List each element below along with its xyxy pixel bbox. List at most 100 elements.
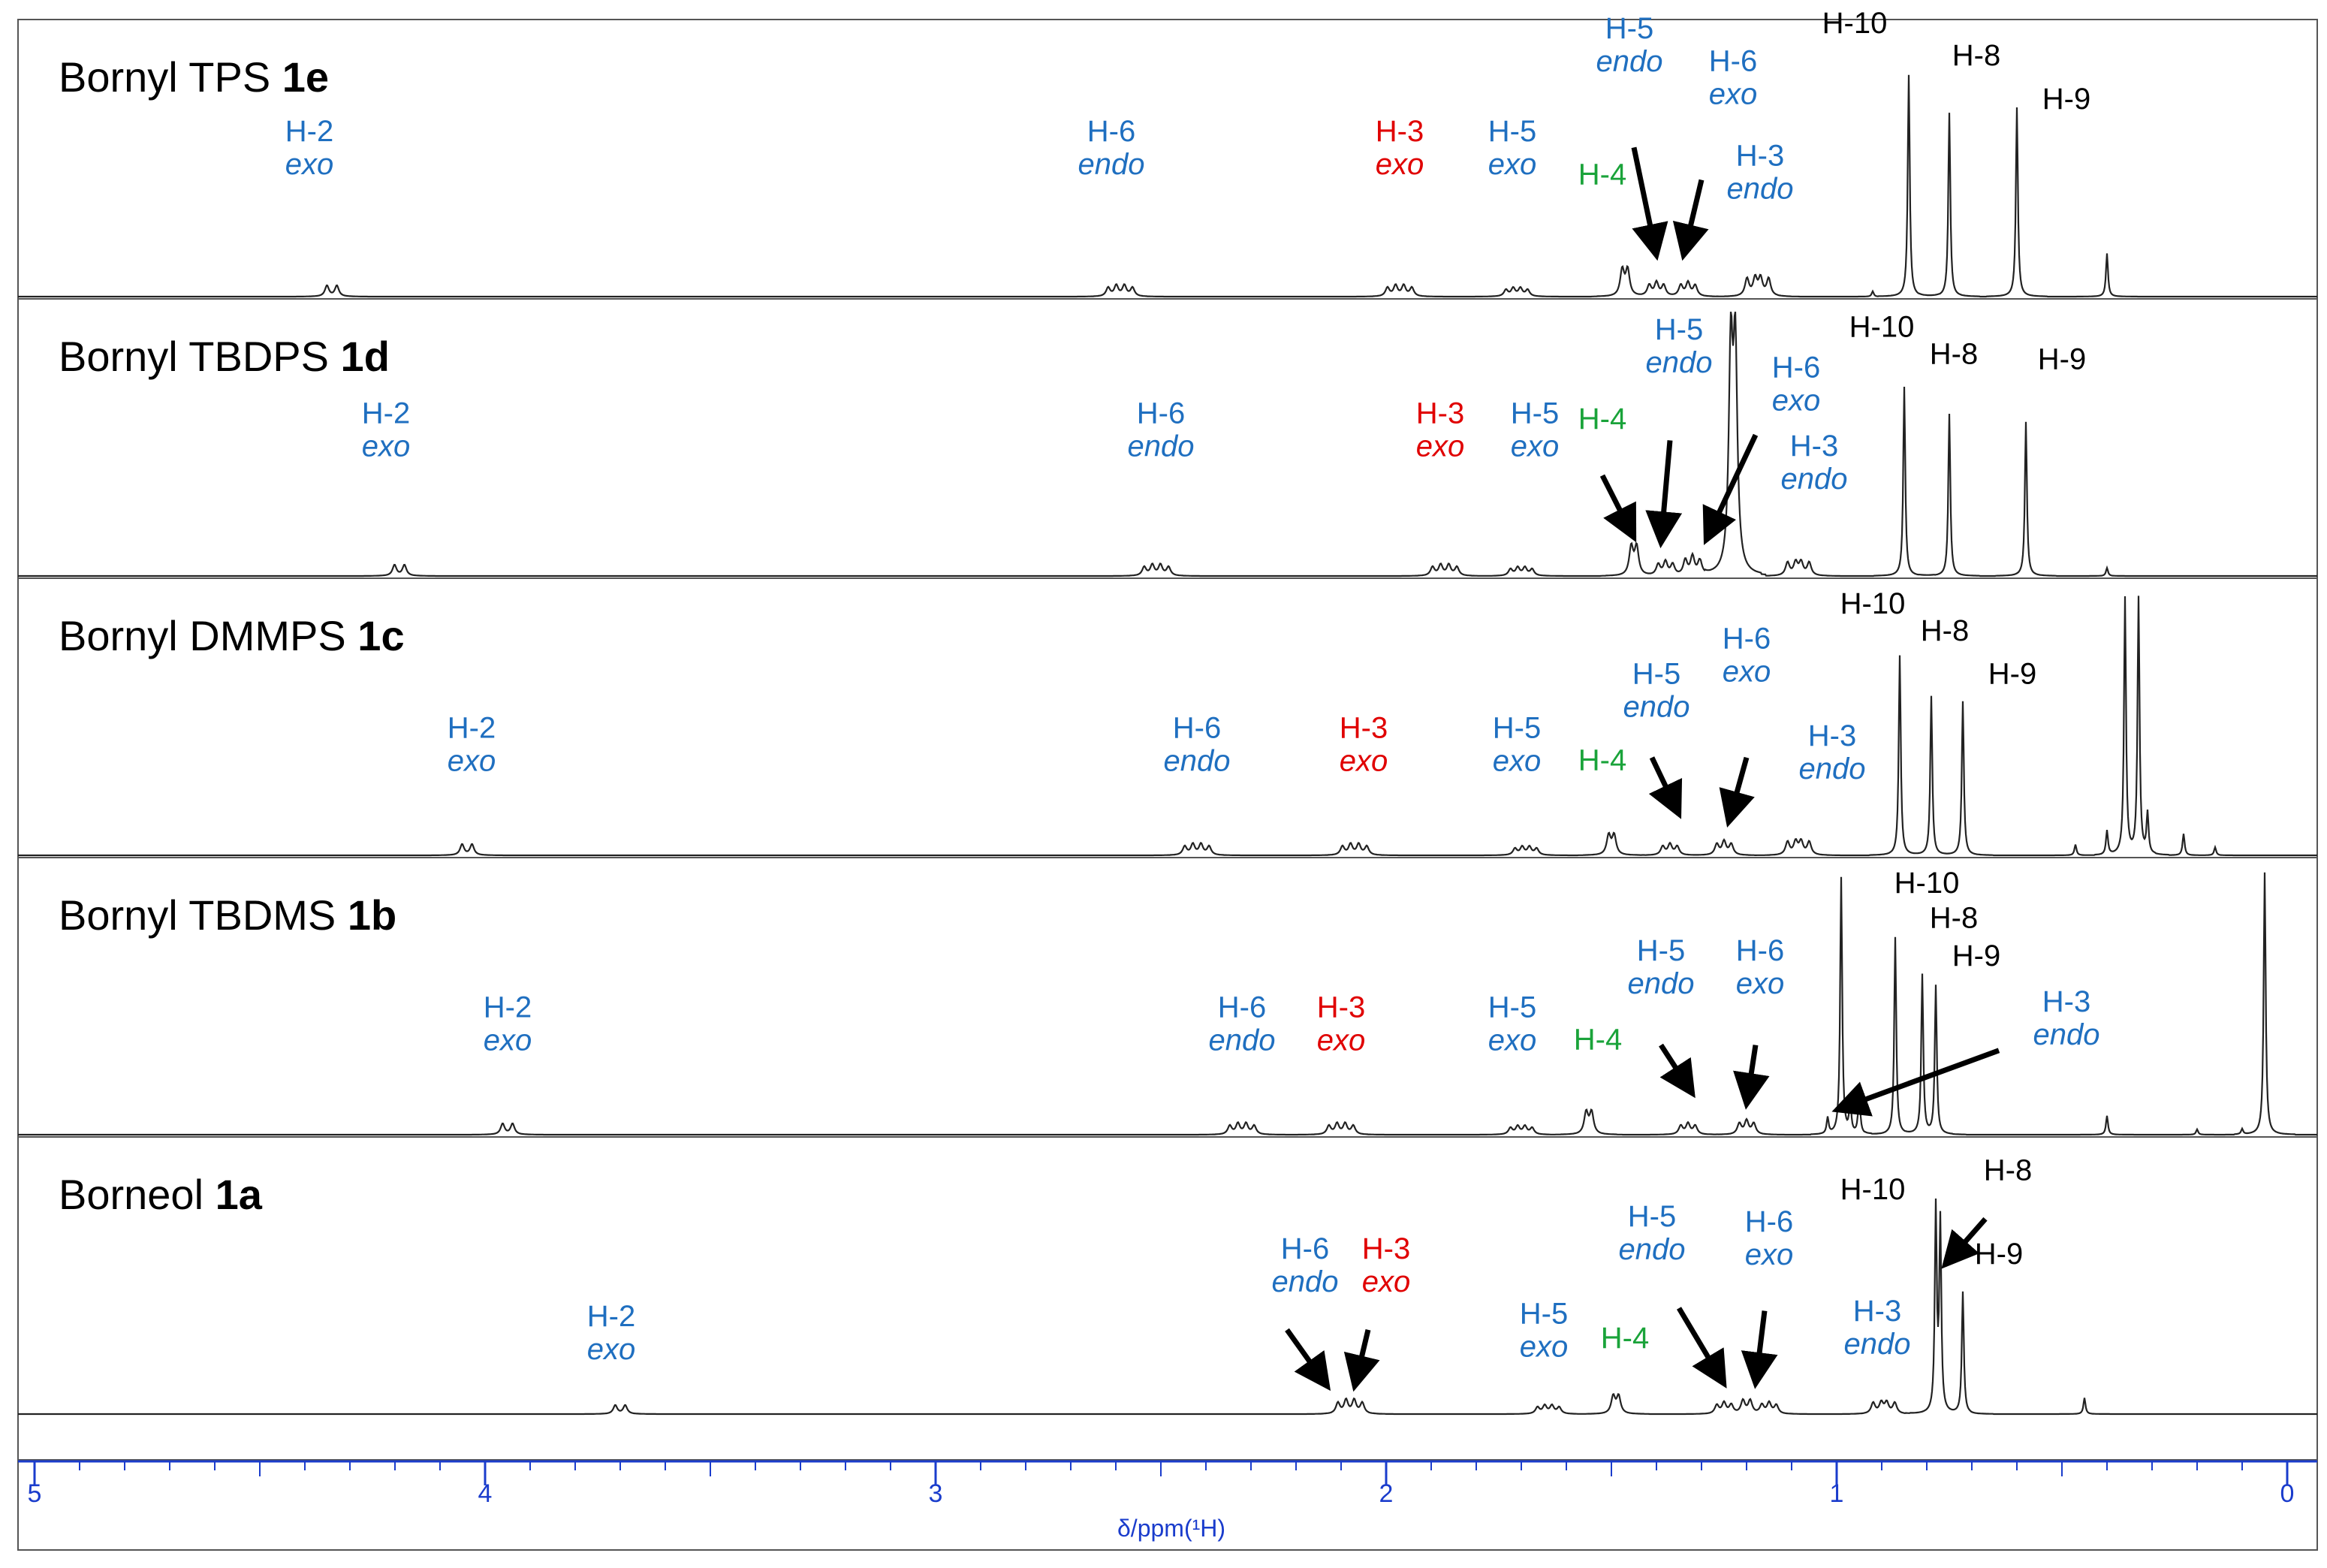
peak-label-proton: H-9 xyxy=(1975,1238,2023,1271)
peak-label-proton: H-10 xyxy=(1822,7,1888,40)
peak-label-stereo: endo xyxy=(1628,967,1695,1000)
peak-label: H-4 xyxy=(1578,158,1626,191)
x-axis-title: δ/ppm(¹H) xyxy=(1117,1515,1225,1542)
peak-label: H-6 endo xyxy=(1128,397,1195,463)
peak-label: H-2 exo xyxy=(362,397,411,463)
peak-label: H-8 xyxy=(1921,614,1969,647)
peak-label-stereo: exo xyxy=(1493,744,1542,777)
panel-title-code: 1d xyxy=(341,333,390,380)
peak-label: H-5 exo xyxy=(1511,397,1560,463)
annotation-arrow xyxy=(1659,1043,1696,1099)
peak-label-proton: H-5 xyxy=(1488,991,1536,1024)
peak-label: H-3 endo xyxy=(2033,985,2100,1051)
peak-label-proton: H-4 xyxy=(1578,744,1626,777)
peak-label-stereo: exo xyxy=(1511,430,1560,463)
annotation-arrow xyxy=(1343,1328,1380,1392)
peak-label: H-10 xyxy=(1822,7,1888,40)
peak-label: H-3 exo xyxy=(1362,1232,1411,1298)
peak-label-stereo: endo xyxy=(1623,690,1690,723)
peak-label-proton: H-6 xyxy=(1281,1232,1329,1265)
x-axis: 5 4 3 2 1 0 δ/ppm(¹H) xyxy=(18,1460,2317,1542)
peak-label-proton: H-9 xyxy=(1952,939,2000,972)
peak-label: H-5 exo xyxy=(1493,711,1542,777)
peak-label: H-8 xyxy=(1930,337,1978,370)
annotation-arrow xyxy=(1648,756,1683,819)
peak-label-stereo: exo xyxy=(1736,967,1785,1000)
spectrum-trace xyxy=(18,74,2317,298)
peak-label: H-6 endo xyxy=(1272,1232,1339,1298)
annotation-arrow xyxy=(1599,474,1637,543)
peak-label-proton: H-2 xyxy=(484,991,532,1024)
peak-label-stereo: endo xyxy=(1646,346,1713,379)
annotation-arrow xyxy=(1741,1310,1778,1389)
peak-label: H-10 xyxy=(1894,867,1960,900)
peak-label: H-4 xyxy=(1601,1322,1649,1355)
annotation-arrow xyxy=(1733,1045,1770,1110)
peak-label: H-9 xyxy=(1975,1238,2023,1271)
peak-label: H-6 exo xyxy=(1772,351,1821,417)
annotation-arrow xyxy=(1941,1217,1988,1269)
panel-title-name: Bornyl TBDPS xyxy=(59,333,341,380)
peak-label: H-8 xyxy=(1984,1154,2032,1187)
peak-label-proton: H-3 xyxy=(1362,1232,1410,1265)
spectrum-trace xyxy=(18,596,2317,857)
peak-label: H-6 exo xyxy=(1709,44,1758,110)
peak-label: H-4 xyxy=(1574,1024,1622,1057)
peak-label-proton: H-2 xyxy=(448,711,496,744)
x-tick-label: 2 xyxy=(1379,1479,1394,1508)
panel-title-code: 1c xyxy=(357,612,404,659)
peak-label-proton: H-2 xyxy=(362,397,410,430)
x-tick-label: 0 xyxy=(2280,1479,2295,1508)
peak-label-proton: H-9 xyxy=(2042,83,2090,116)
peak-label: H-6 exo xyxy=(1745,1205,1794,1271)
peak-label-proton: H-5 xyxy=(1520,1297,1568,1330)
peak-label-proton: H-3 xyxy=(1317,991,1365,1024)
peak-label: H-6 exo xyxy=(1736,934,1785,1000)
peak-label: H-6 endo xyxy=(1164,711,1231,777)
peak-label: H-5 endo xyxy=(1646,313,1713,379)
peak-label-proton: H-3 xyxy=(1340,711,1388,744)
peak-label-proton: H-4 xyxy=(1578,403,1626,436)
spectrum-trace xyxy=(18,872,2317,1136)
peak-label-stereo: exo xyxy=(1772,384,1821,417)
annotation-arrow xyxy=(1676,1307,1727,1389)
peak-label-proton: H-6 xyxy=(1736,934,1784,967)
peak-label: H-3 endo xyxy=(1727,139,1794,205)
peak-label: H-3 exo xyxy=(1317,991,1366,1057)
peak-label: H-8 xyxy=(1930,902,1978,935)
peak-label-proton: H-6 xyxy=(1173,711,1221,744)
peak-label: H-5 exo xyxy=(1488,115,1537,181)
peak-label-stereo: endo xyxy=(1596,45,1663,78)
peak-label: H-6 exo xyxy=(1723,623,1771,689)
peak-label-stereo: endo xyxy=(1164,744,1231,777)
peak-label: H-3 endo xyxy=(1844,1295,1911,1361)
peak-label-proton: H-4 xyxy=(1578,158,1626,191)
peak-label-stereo: exo xyxy=(484,1024,532,1057)
peak-label-proton: H-9 xyxy=(1988,657,2036,690)
panel-title-name: Bornyl TPS xyxy=(59,53,282,101)
annotation-arrow xyxy=(1285,1328,1331,1392)
peak-label-proton: H-5 xyxy=(1605,12,1653,45)
panel-title-code: 1a xyxy=(216,1171,263,1218)
plot-frame xyxy=(17,19,2318,1551)
annotation-arrow xyxy=(1831,1048,2000,1117)
peak-label: H-4 xyxy=(1578,403,1626,436)
peak-label-proton: H-6 xyxy=(1137,397,1185,430)
peak-label-proton: H-6 xyxy=(1087,115,1135,148)
panel-title: Bornyl DMMPS 1c xyxy=(59,612,405,659)
annotation-arrow xyxy=(1672,179,1709,261)
panel-title: Bornyl TBDPS 1d xyxy=(59,333,390,380)
peak-label: H-5 endo xyxy=(1596,12,1663,78)
peak-label: H-3 exo xyxy=(1340,711,1388,777)
peak-label-stereo: exo xyxy=(587,1333,636,1366)
panel-title-name: Borneol xyxy=(59,1171,216,1218)
peak-label: H-5 endo xyxy=(1619,1200,1686,1266)
peak-label: H-9 xyxy=(1988,657,2036,690)
peak-label-stereo: exo xyxy=(285,148,334,181)
peak-label-proton: H-3 xyxy=(1808,719,1856,752)
peak-label-proton: H-8 xyxy=(1921,614,1969,647)
peak-label-proton: H-3 xyxy=(2042,985,2090,1018)
